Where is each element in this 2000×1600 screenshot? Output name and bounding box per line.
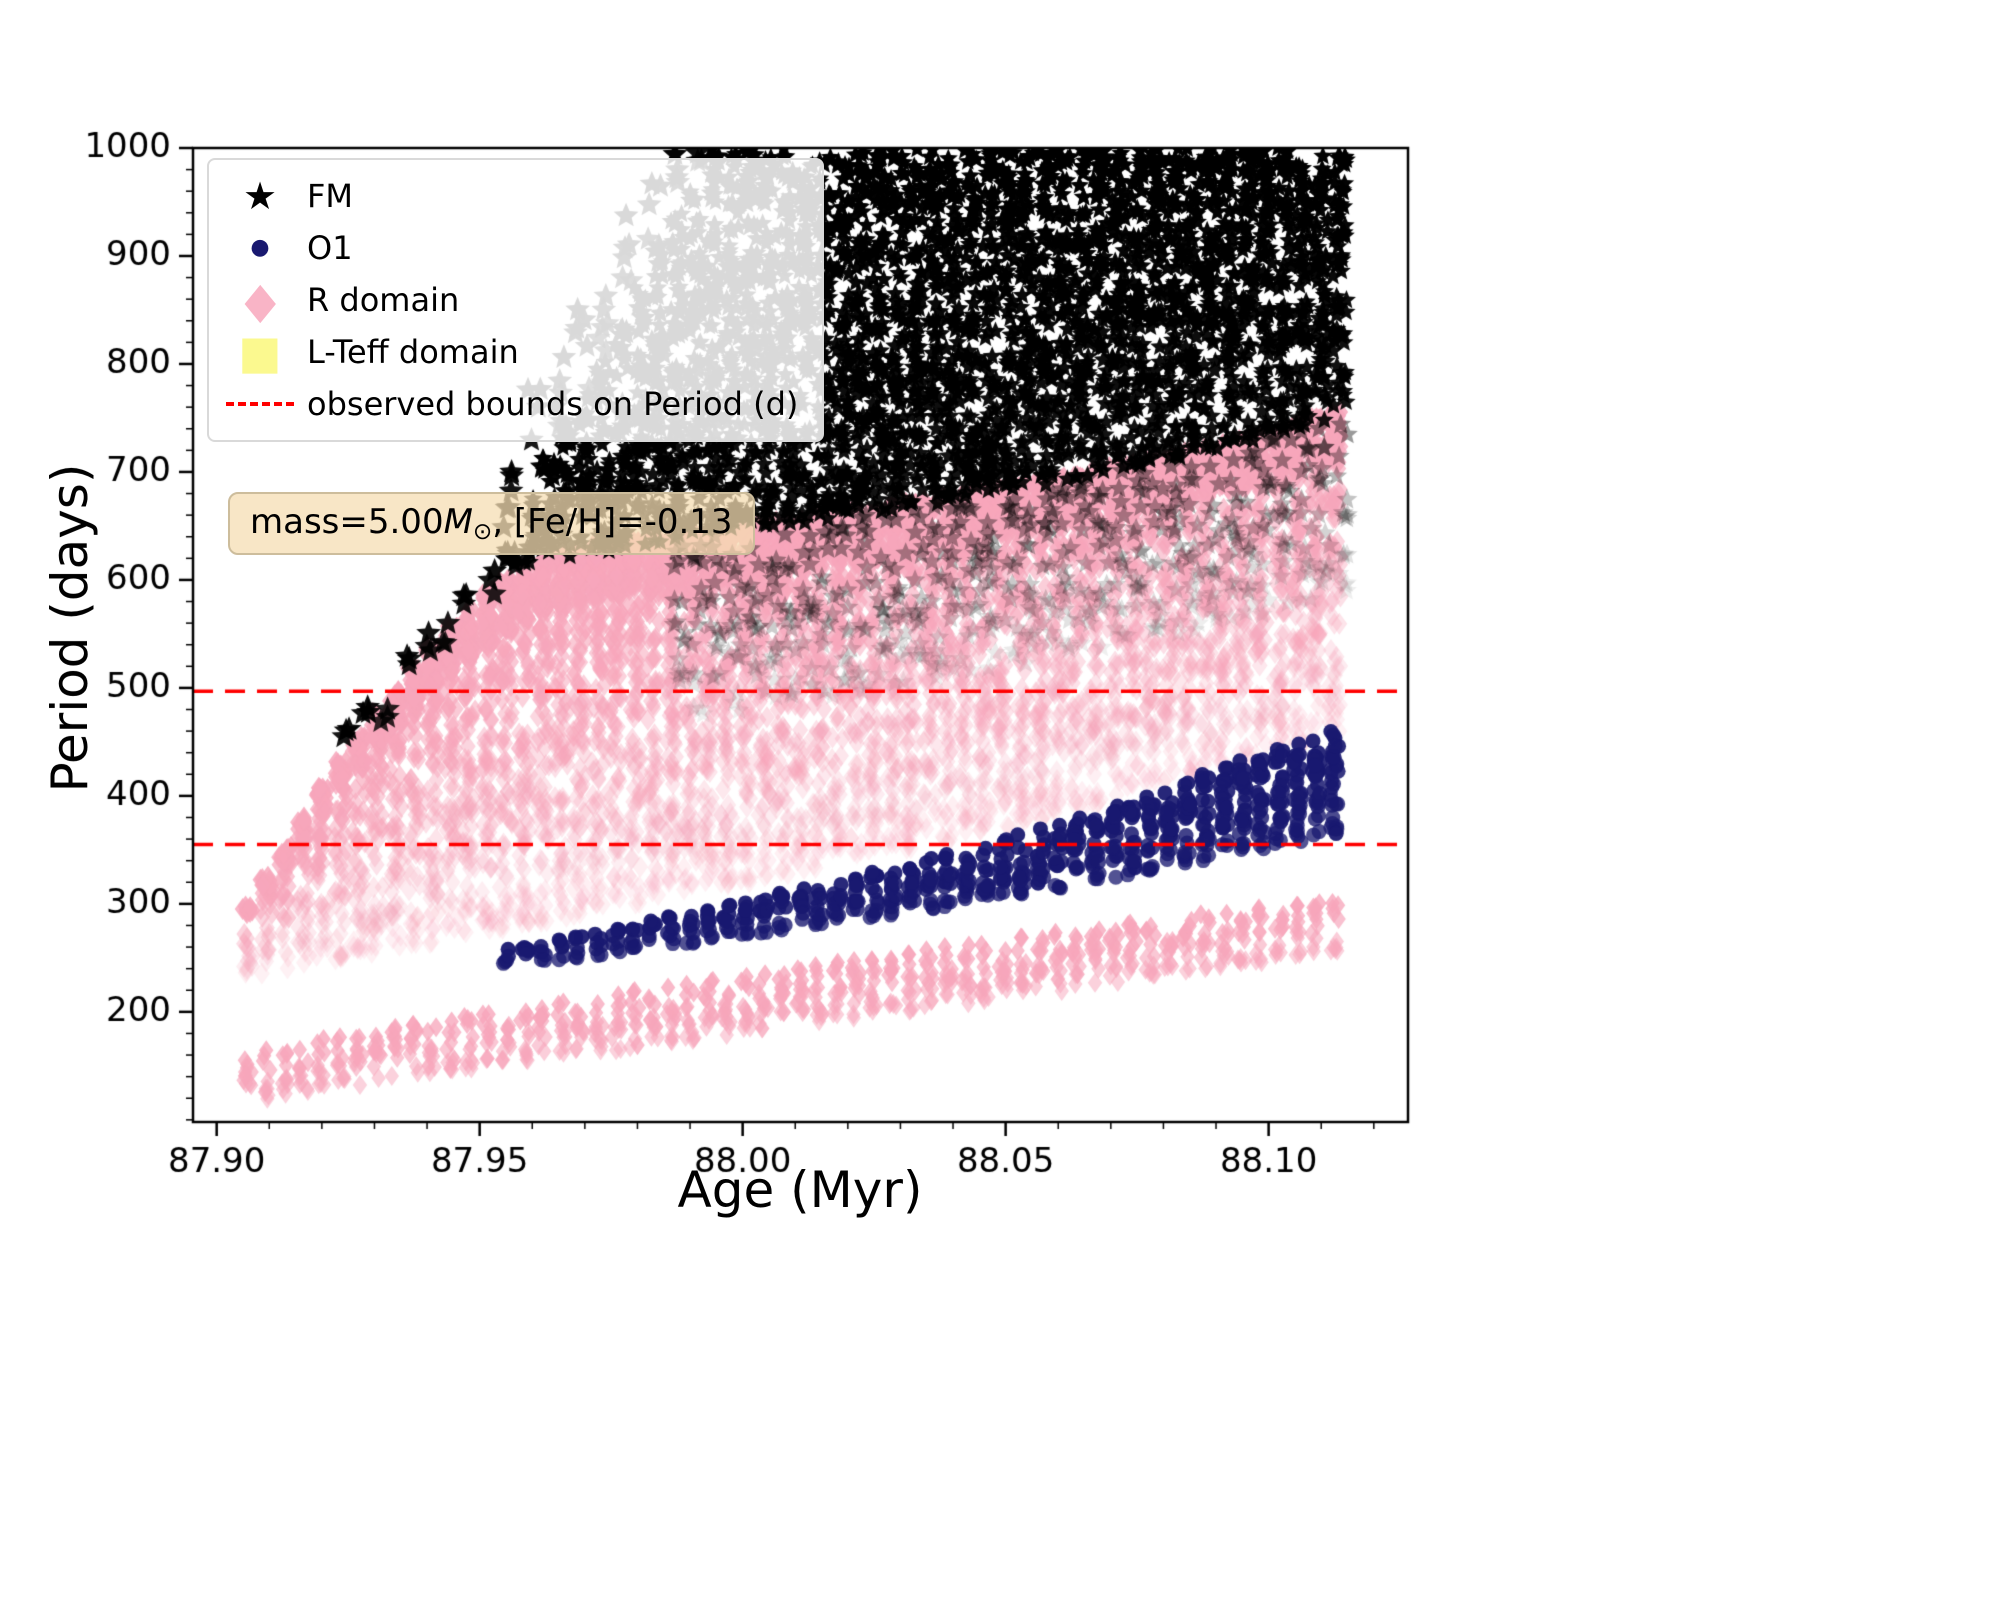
legend-label-o1: O1	[307, 229, 353, 267]
legend-item-l-teff-domain: ■ L-Teff domain	[223, 326, 798, 378]
legend-marker: ◆	[223, 275, 297, 325]
legend-label-l-teff-domain: L-Teff domain	[307, 333, 519, 371]
y-axis-label: Period (days)	[41, 463, 99, 793]
annotation-suffix: , [Fe/H]=-0.13	[492, 502, 733, 542]
annotation-prefix: mass=5.00	[250, 502, 444, 542]
legend-marker: ★	[223, 177, 297, 215]
legend-item-o1: ● O1	[223, 222, 798, 274]
legend-label-fm: FM	[307, 177, 354, 215]
sun-symbol-icon: ⊙	[472, 518, 493, 545]
legend-item-fm: ★ FM	[223, 170, 798, 222]
l-teff-square-icon: ■	[238, 325, 282, 379]
legend-label-observed-bounds: observed bounds on Period (d)	[307, 385, 799, 423]
legend-label-r-domain: R domain	[307, 281, 460, 319]
legend-marker	[223, 402, 297, 406]
legend-item-r-domain: ◆ R domain	[223, 274, 798, 326]
o1-dot-icon: ●	[250, 235, 270, 260]
annotation-box: mass=5.00M⊙, [Fe/H]=-0.13	[228, 492, 755, 555]
legend-marker: ●	[223, 237, 297, 259]
solar-mass-symbol: M	[443, 502, 473, 542]
x-axis-label: Age (Myr)	[677, 1161, 923, 1219]
legend: ★ FM ● O1 ◆ R domain ■ L-Teff domain	[207, 158, 825, 442]
fm-star-icon: ★	[242, 174, 278, 218]
legend-item-observed-bounds: observed bounds on Period (d)	[223, 378, 798, 430]
observed-bounds-dash-icon	[226, 402, 294, 406]
r-domain-diamond-icon: ◆	[244, 271, 276, 329]
legend-marker: ■	[223, 329, 297, 375]
